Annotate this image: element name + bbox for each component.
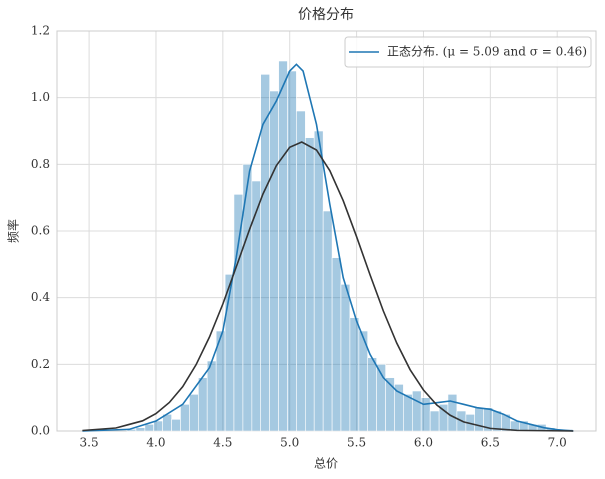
histogram-bar bbox=[171, 419, 181, 432]
histogram-bar bbox=[233, 194, 244, 432]
legend-box bbox=[344, 36, 592, 68]
histogram-bar bbox=[206, 360, 217, 432]
histogram-bar bbox=[180, 404, 190, 432]
histogram-bar bbox=[429, 410, 440, 432]
x-tick-label: 4.5 bbox=[213, 436, 232, 450]
legend-label: 正态分布. (μ = 5.09 and σ = 0.46) bbox=[387, 45, 587, 59]
x-axis-label: 总价 bbox=[314, 457, 338, 471]
x-tick-label: 6.0 bbox=[414, 436, 433, 450]
x-tick-label: 4.0 bbox=[146, 436, 165, 450]
histogram-bar bbox=[313, 130, 324, 432]
y-tick-label: 0.2 bbox=[31, 357, 50, 371]
histogram-bar bbox=[403, 394, 413, 432]
histogram-bar bbox=[340, 284, 351, 432]
histogram-bar bbox=[269, 90, 279, 432]
y-tick-label: 1.0 bbox=[31, 90, 50, 104]
chart-title: 价格分布 bbox=[298, 7, 354, 23]
histogram-bar bbox=[144, 424, 154, 432]
x-tick-label: 7.0 bbox=[548, 436, 567, 450]
curve bbox=[82, 63, 574, 432]
histogram-bar bbox=[420, 397, 431, 432]
histogram-bar bbox=[447, 394, 458, 432]
y-tick-label: 0.4 bbox=[31, 290, 50, 304]
x-tick-label: 5.5 bbox=[347, 436, 366, 450]
histogram-bar bbox=[287, 70, 297, 432]
curve bbox=[82, 141, 574, 432]
legend: 正态分布. (μ = 5.09 and σ = 0.46) bbox=[344, 36, 592, 68]
histogram-bar bbox=[412, 390, 422, 432]
histogram-bar bbox=[331, 257, 342, 432]
histogram-bar bbox=[385, 377, 395, 432]
histogram-bar bbox=[278, 60, 288, 432]
x-tick-label: 6.5 bbox=[481, 436, 500, 450]
y-tick-label: 0.8 bbox=[31, 157, 50, 171]
histogram-bar bbox=[305, 137, 315, 432]
histogram-bar bbox=[296, 110, 306, 432]
y-tick-label: 0.6 bbox=[31, 224, 50, 238]
histogram-bar bbox=[198, 377, 208, 432]
histogram-bar bbox=[189, 394, 199, 432]
histogram-bar bbox=[474, 407, 484, 432]
y-tick-label: 0.0 bbox=[31, 424, 50, 438]
histogram-bar bbox=[367, 357, 377, 432]
histogram-bar bbox=[153, 420, 163, 432]
y-axis-label: 频率 bbox=[6, 219, 21, 243]
histogram-bar bbox=[322, 210, 333, 432]
histogram-bar bbox=[135, 427, 146, 432]
histogram-bar bbox=[349, 317, 360, 432]
y-tick-label: 1.2 bbox=[31, 24, 50, 38]
x-tick-label: 5.0 bbox=[280, 436, 299, 450]
x-tick-label: 3.5 bbox=[80, 436, 99, 450]
